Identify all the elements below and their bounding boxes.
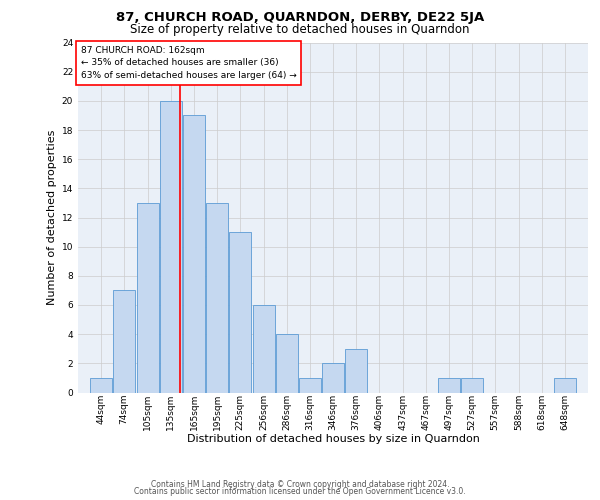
Y-axis label: Number of detached properties: Number of detached properties <box>47 130 58 305</box>
Bar <box>253 305 275 392</box>
Bar <box>113 290 135 392</box>
Text: Contains HM Land Registry data © Crown copyright and database right 2024.: Contains HM Land Registry data © Crown c… <box>151 480 449 489</box>
Text: Size of property relative to detached houses in Quarndon: Size of property relative to detached ho… <box>130 22 470 36</box>
X-axis label: Distribution of detached houses by size in Quarndon: Distribution of detached houses by size … <box>187 434 479 444</box>
Text: 87, CHURCH ROAD, QUARNDON, DERBY, DE22 5JA: 87, CHURCH ROAD, QUARNDON, DERBY, DE22 5… <box>116 11 484 24</box>
Bar <box>229 232 251 392</box>
Bar <box>345 349 367 393</box>
Bar <box>160 101 182 392</box>
Bar <box>183 116 205 392</box>
Bar <box>206 203 228 392</box>
Bar <box>276 334 298 392</box>
Bar <box>461 378 483 392</box>
Bar <box>299 378 321 392</box>
Bar <box>554 378 576 392</box>
Bar <box>90 378 112 392</box>
Text: 87 CHURCH ROAD: 162sqm
← 35% of detached houses are smaller (36)
63% of semi-det: 87 CHURCH ROAD: 162sqm ← 35% of detached… <box>80 46 296 80</box>
Bar <box>438 378 460 392</box>
Bar <box>137 203 159 392</box>
Bar <box>322 364 344 392</box>
Text: Contains public sector information licensed under the Open Government Licence v3: Contains public sector information licen… <box>134 487 466 496</box>
